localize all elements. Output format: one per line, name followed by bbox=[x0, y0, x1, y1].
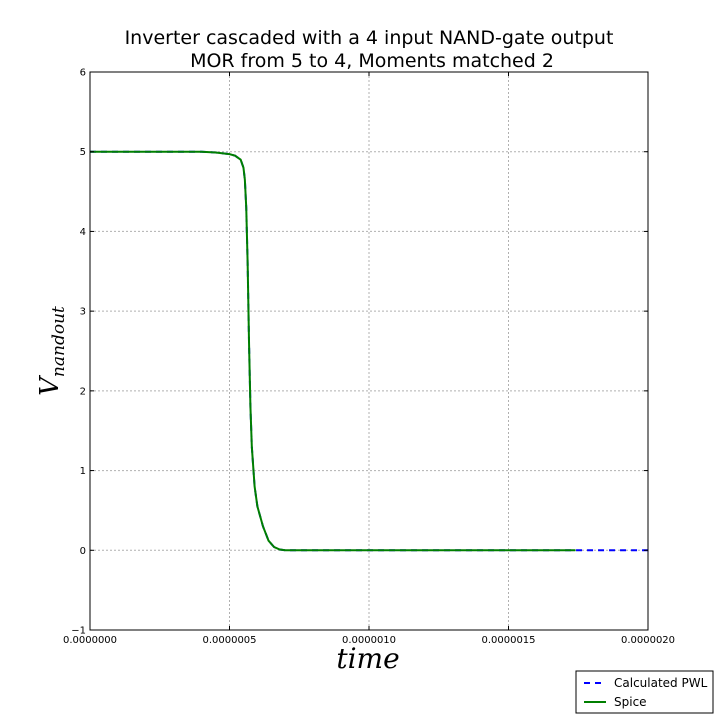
axis-ticks: 0.0000000 0.0000005 0.0000010 0.0000015 0.00… bbox=[63, 68, 675, 647]
x-tick-label: 0.0000010 bbox=[342, 635, 396, 646]
y-tick-label: 2 bbox=[80, 386, 86, 397]
legend-label-calculated-pwl: Calculated PWL bbox=[614, 676, 708, 690]
legend-label-spice: Spice bbox=[614, 695, 647, 709]
x-tick-label: 0.0000005 bbox=[202, 635, 256, 646]
y-tick-label: 5 bbox=[80, 147, 86, 158]
x-tick-label: 0.0000020 bbox=[621, 635, 675, 646]
chart-title-line1: Inverter cascaded with a 4 input NAND-ga… bbox=[125, 27, 614, 49]
y-tick-label: 4 bbox=[80, 227, 86, 238]
y-tick-label: 0 bbox=[80, 546, 86, 557]
y-tick-label: 1 bbox=[80, 466, 86, 477]
x-axis-label: time bbox=[336, 642, 399, 675]
series-line-calculated-pwl bbox=[90, 150, 648, 552]
grid bbox=[90, 72, 648, 630]
legend-box bbox=[575, 670, 714, 714]
y-axis-label: Vnandout bbox=[35, 306, 69, 396]
y-tick-label: 3 bbox=[80, 307, 86, 318]
y-axis-label-sub: nandout bbox=[49, 306, 69, 377]
y-tick-label: 6 bbox=[80, 68, 86, 79]
chart-title-line2: MOR from 5 to 4, Moments matched 2 bbox=[190, 50, 554, 72]
plot-series bbox=[90, 150, 648, 552]
x-tick-label: 0.0000000 bbox=[63, 635, 117, 646]
x-tick-label: 0.0000015 bbox=[481, 635, 535, 646]
y-tick-label: −1 bbox=[71, 626, 86, 637]
plot-frame bbox=[89, 71, 649, 631]
legend: Calculated PWL Spice bbox=[575, 670, 714, 714]
y-axis-label-main: V bbox=[35, 375, 65, 396]
series-line-spice bbox=[90, 150, 576, 552]
